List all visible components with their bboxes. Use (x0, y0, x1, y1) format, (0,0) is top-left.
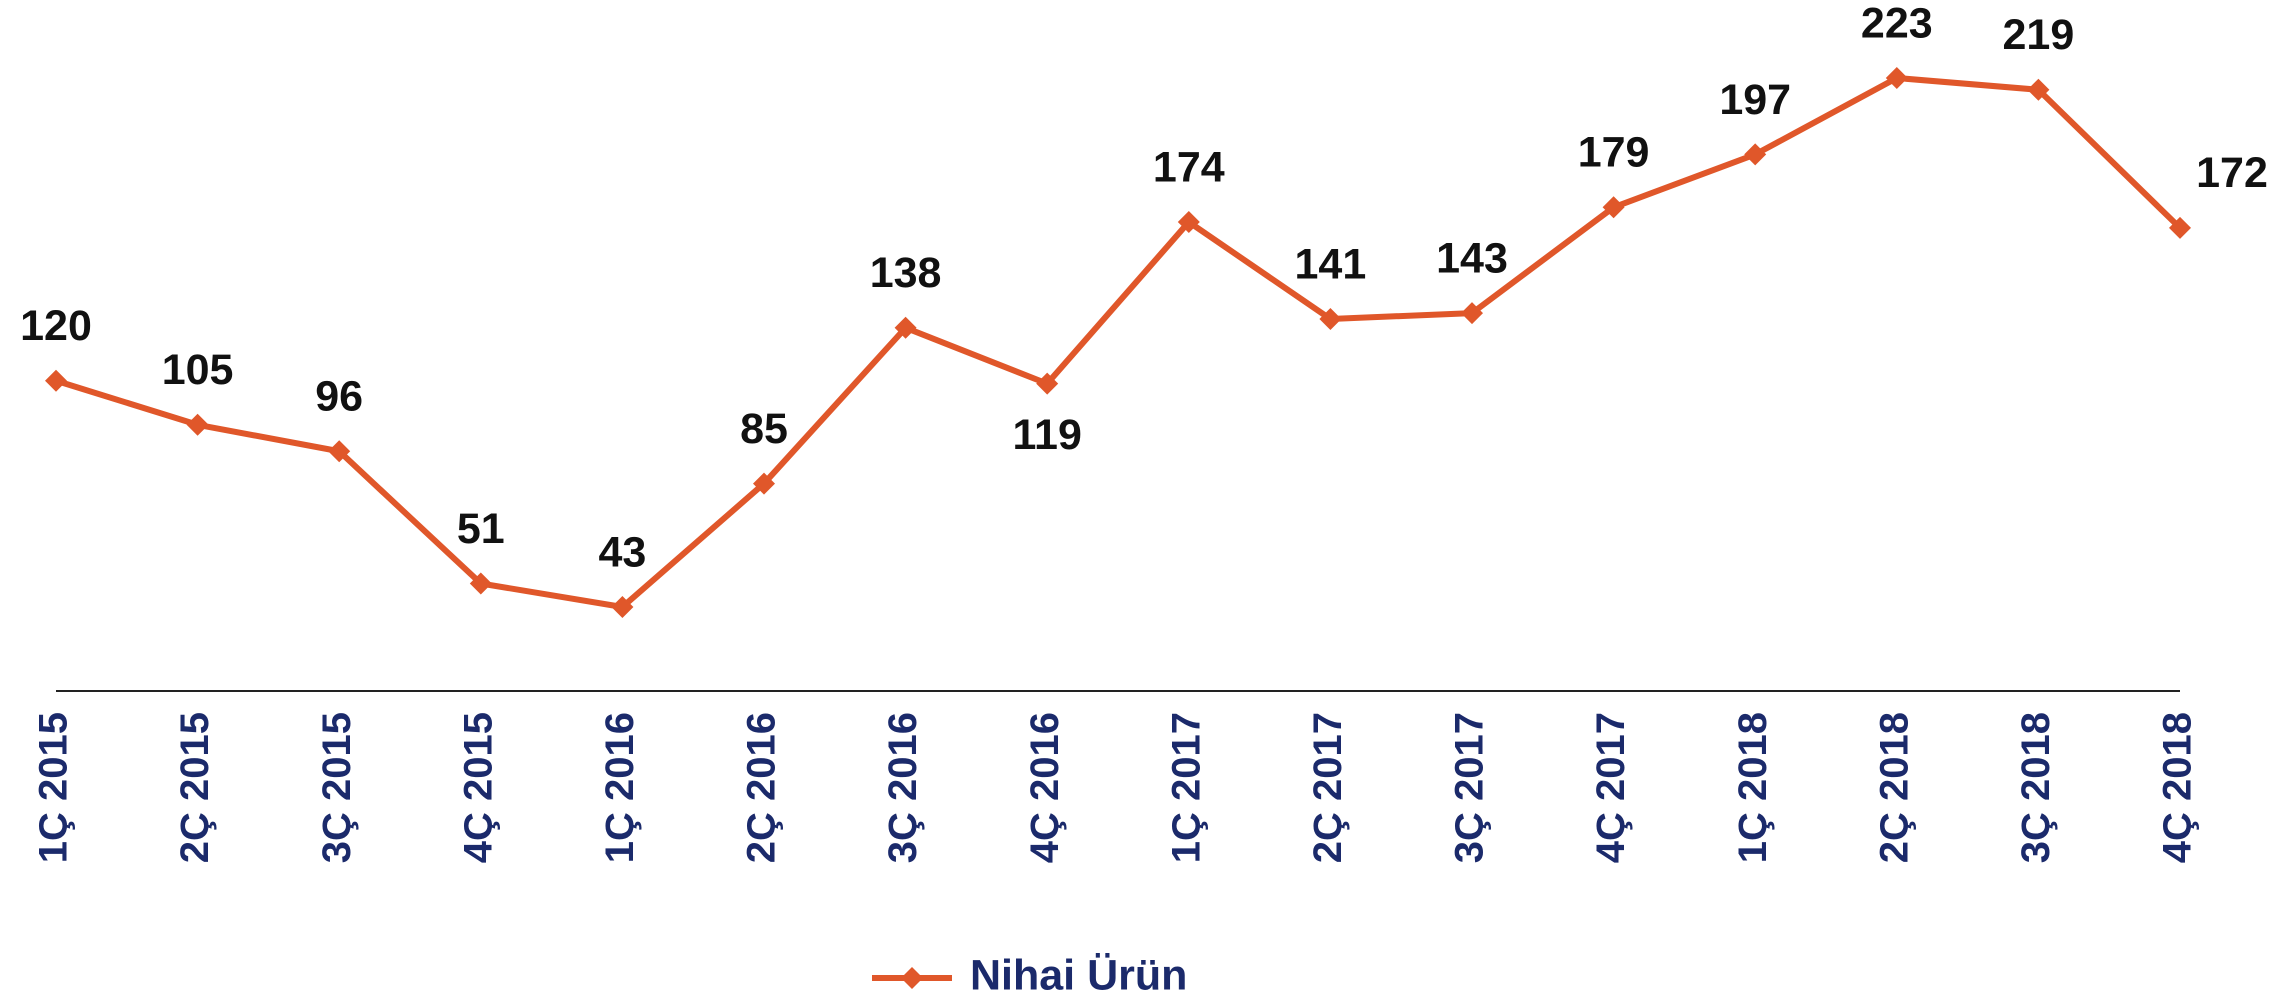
data-label: 138 (870, 249, 942, 297)
x-tick-label: 1Ç 2016 (598, 712, 642, 863)
x-tick-label: 4Ç 2015 (456, 712, 500, 863)
data-label: 197 (1719, 76, 1791, 124)
marker (1177, 211, 1200, 234)
data-label: 172 (2196, 149, 2268, 197)
data-label: 43 (598, 528, 646, 576)
x-tick-label: 2Ç 2015 (173, 712, 217, 863)
legend-marker (901, 967, 923, 989)
data-label: 105 (162, 346, 234, 394)
x-tick-label: 1Ç 2017 (1164, 712, 1208, 863)
marker (753, 472, 775, 495)
data-label: 179 (1578, 129, 1650, 177)
marker (1461, 302, 1483, 325)
x-tick-label: 2Ç 2017 (1306, 712, 1350, 863)
marker (186, 413, 209, 436)
marker (1602, 196, 1625, 219)
x-tick-label: 3Ç 2018 (2014, 712, 2058, 863)
legend-label: Nihai Ürün (970, 951, 1187, 999)
x-tick-label: 2Ç 2016 (740, 712, 784, 863)
x-tick-label: 1Ç 2018 (1731, 712, 1775, 863)
marker (1885, 67, 1908, 89)
data-label: 120 (20, 302, 92, 350)
x-tick-label: 3Ç 2017 (1448, 712, 1492, 863)
marker (45, 369, 67, 392)
x-tick-label: 3Ç 2015 (315, 712, 359, 863)
data-label: 51 (457, 505, 505, 553)
data-label: 143 (1436, 234, 1508, 282)
marker (1319, 307, 1342, 330)
data-label: 85 (740, 405, 788, 453)
x-tick-label: 4Ç 2017 (1589, 712, 1633, 863)
x-tick-label: 1Ç 2015 (32, 712, 76, 863)
marker (2169, 216, 2191, 239)
data-label: 119 (1013, 411, 1082, 459)
data-label: 174 (1153, 143, 1225, 191)
marker (894, 316, 917, 339)
marker (611, 596, 634, 618)
x-tick-label: 4Ç 2018 (2156, 712, 2200, 863)
data-label: 141 (1295, 240, 1367, 288)
marker (2027, 78, 2050, 101)
marker (469, 572, 492, 595)
data-label: 96 (315, 373, 363, 421)
x-tick-label: 3Ç 2016 (881, 712, 925, 863)
line (55, 75, 2183, 610)
x-tick-label: 2Ç 2018 (1872, 712, 1916, 863)
marker (328, 440, 351, 463)
x-tick-label: 4Ç 2016 (1023, 712, 1067, 863)
data-label: 223 (1861, 0, 1933, 47)
marker (1744, 143, 1767, 166)
data-label: 219 (2003, 11, 2075, 59)
marker (1036, 372, 1059, 395)
